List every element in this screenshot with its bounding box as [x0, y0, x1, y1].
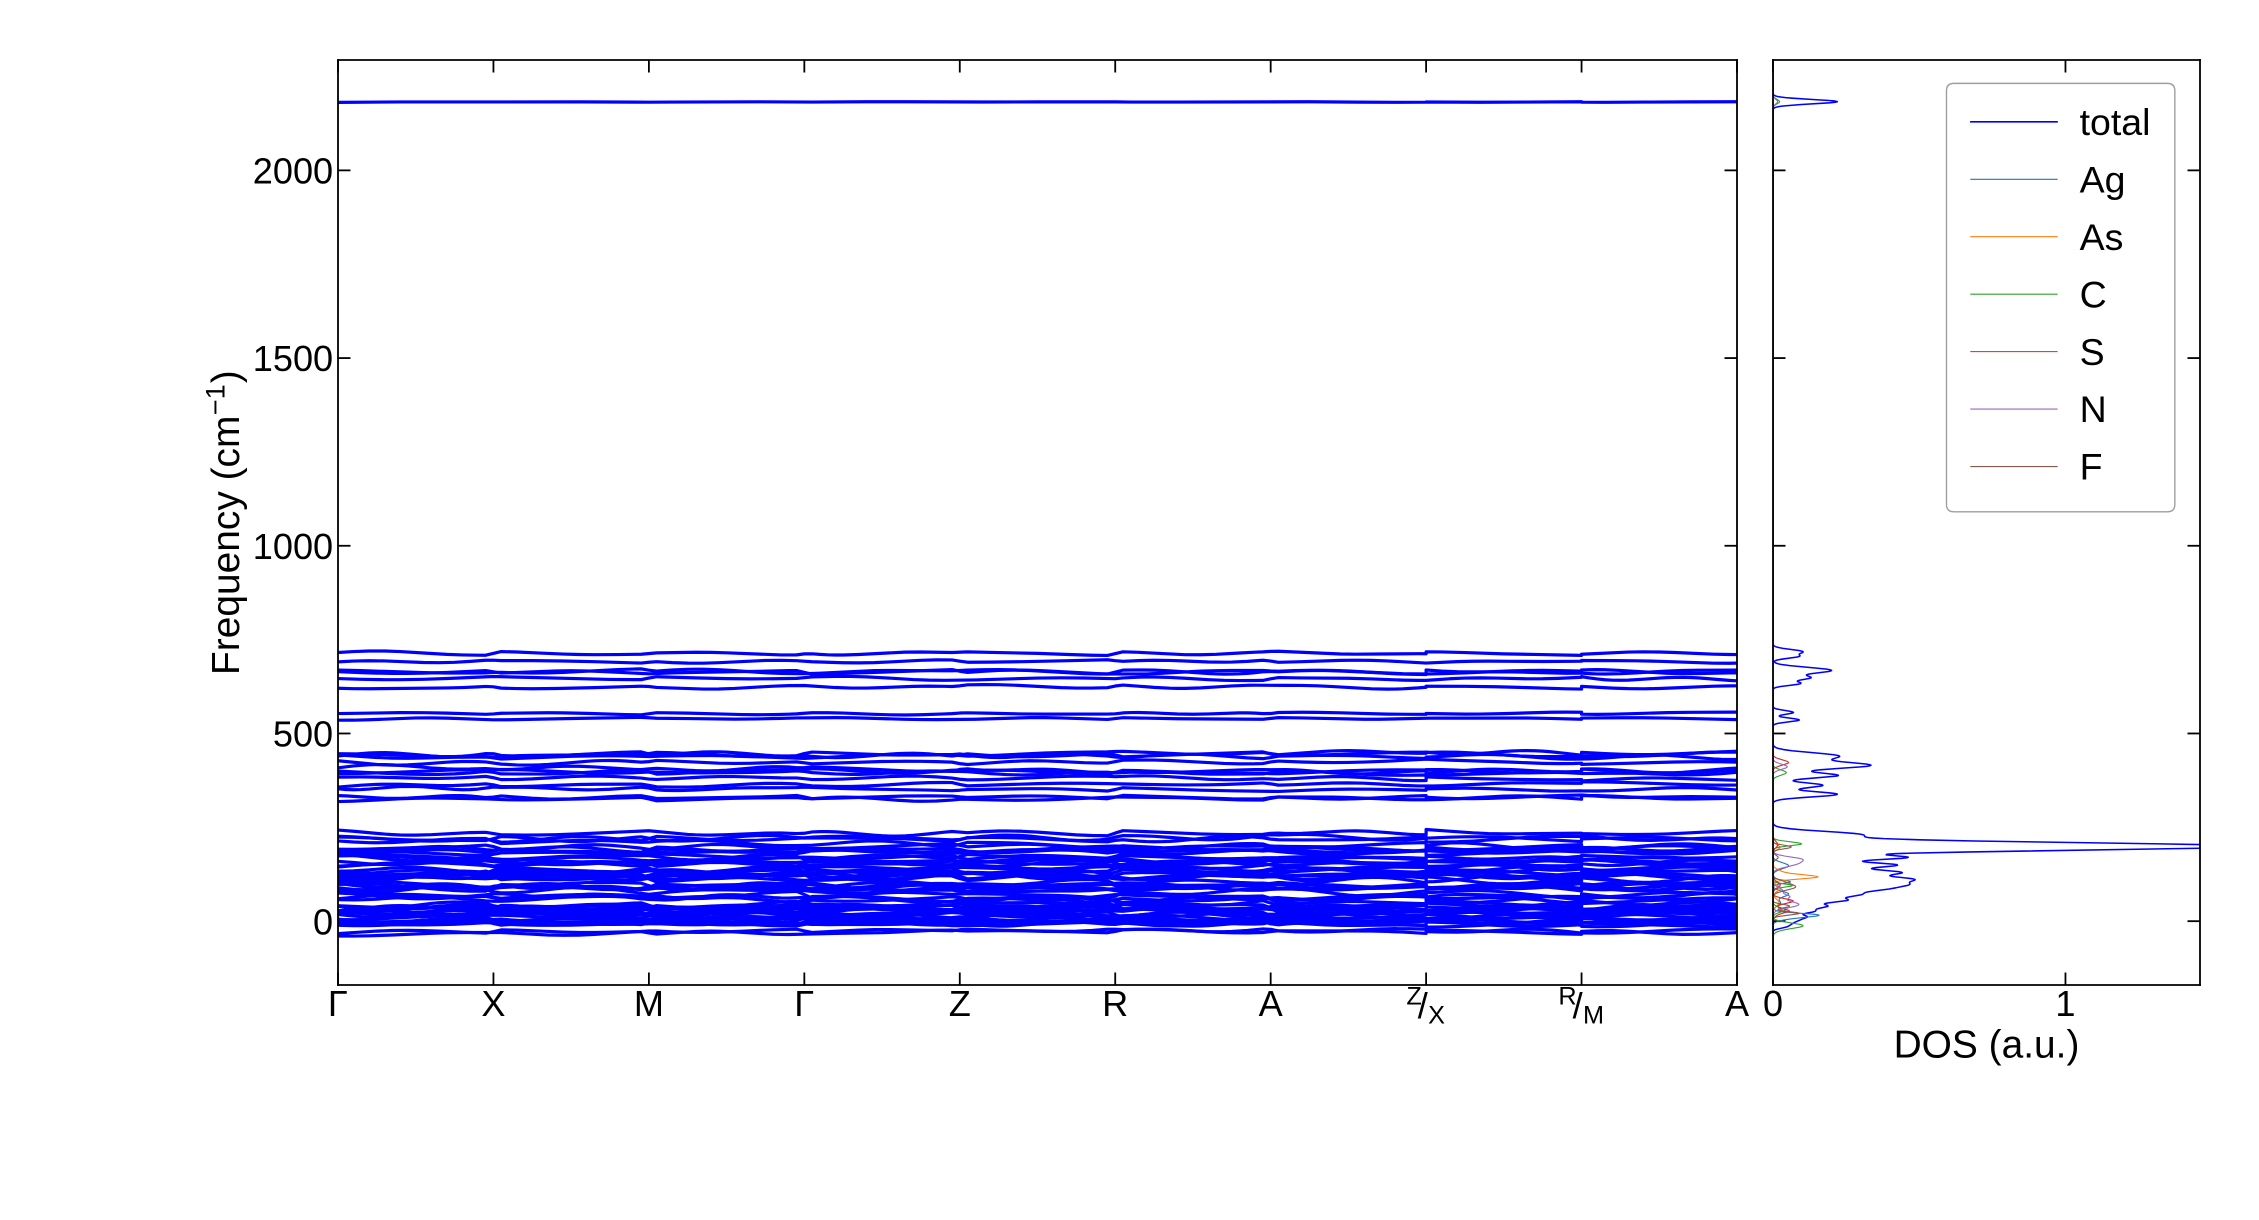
svg-text:Γ: Γ: [328, 983, 348, 1024]
svg-text:total: total: [2080, 101, 2151, 143]
svg-text:Γ: Γ: [794, 983, 814, 1024]
svg-text:Z: Z: [949, 983, 971, 1024]
svg-text:Ag: Ag: [2080, 158, 2126, 200]
svg-text:F r e q: F r e q u e n c y ( c m ) − 1: [199, 365, 247, 675]
svg-text:X: X: [481, 983, 505, 1024]
svg-text:F: F: [2080, 446, 2103, 488]
svg-text:0: 0: [313, 901, 333, 942]
svg-text:M: M: [634, 983, 664, 1024]
svg-text:DOS (a.u.): DOS (a.u.): [1894, 1023, 2080, 1066]
svg-text:1000: 1000: [253, 526, 333, 567]
svg-text:A: A: [1725, 983, 1750, 1024]
svg-text:A: A: [1259, 983, 1284, 1024]
svg-text:2000: 2000: [253, 150, 333, 191]
svg-text:0: 0: [1763, 983, 1783, 1024]
svg-text:C: C: [2080, 273, 2107, 315]
svg-text:N: N: [2080, 388, 2107, 430]
svg-text:500: 500: [273, 714, 333, 755]
svg-text:R: R: [1102, 983, 1128, 1024]
svg-text:1: 1: [2055, 983, 2075, 1024]
svg-text:As: As: [2080, 216, 2124, 258]
svg-text:S: S: [2080, 331, 2105, 373]
svg-text:1500: 1500: [253, 338, 333, 379]
